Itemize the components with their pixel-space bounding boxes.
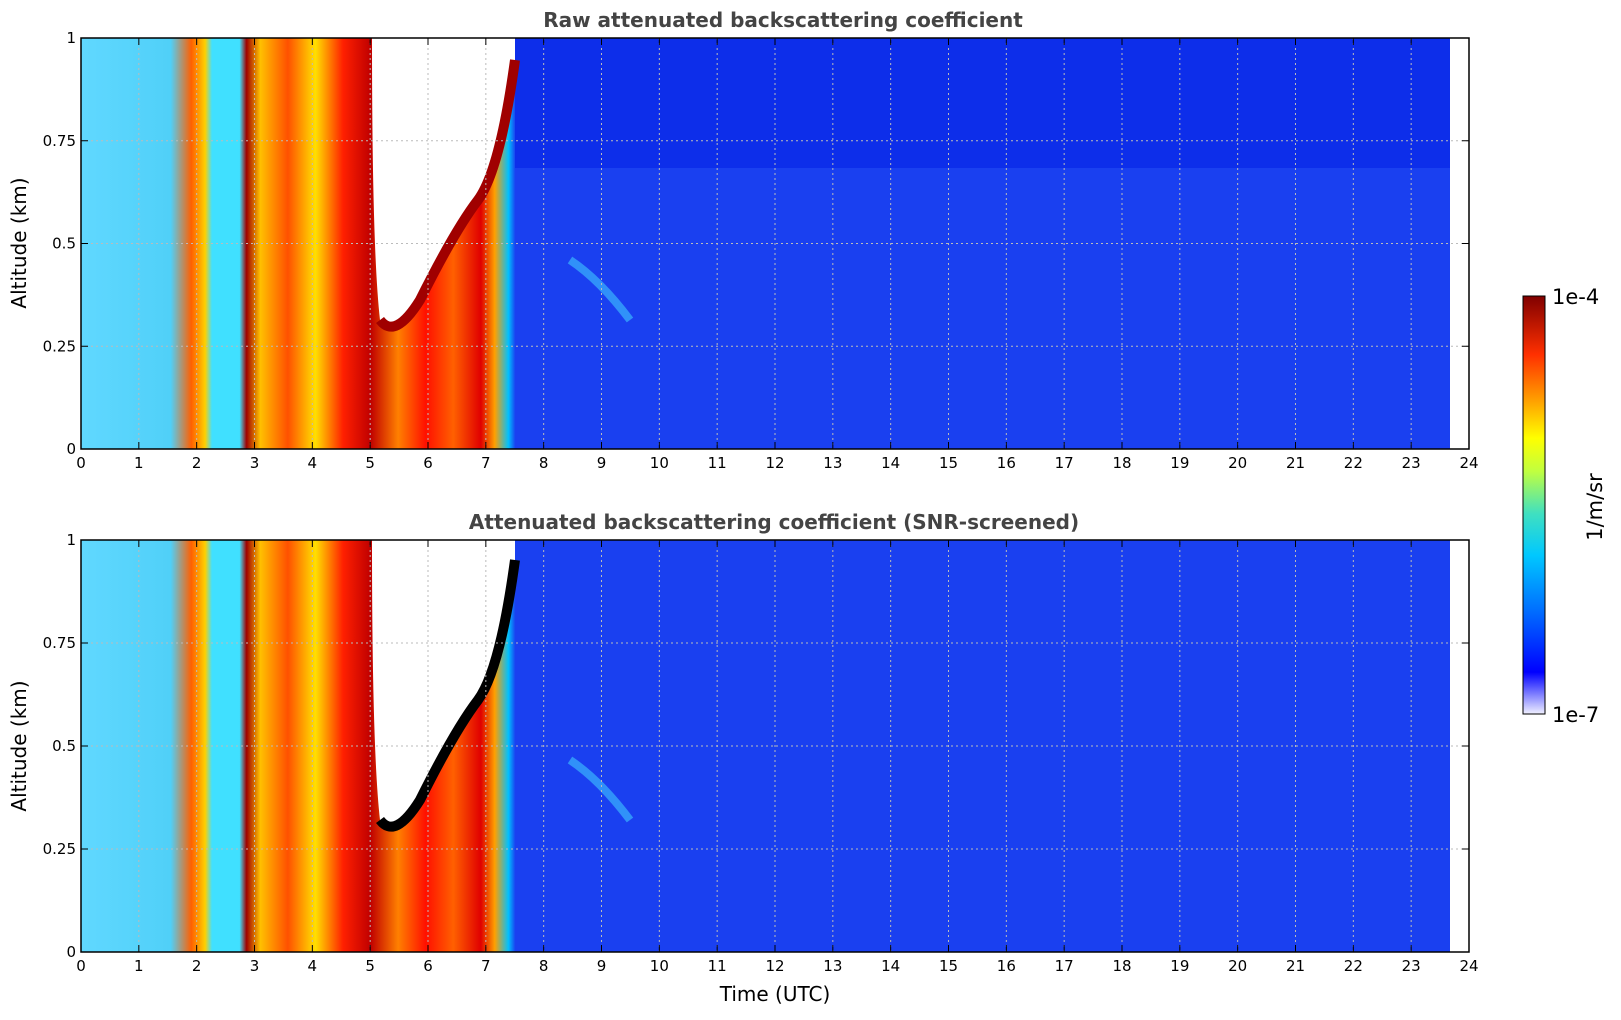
heatmap-screened — [81, 540, 1460, 952]
panel-snr-screened: Attenuated backscattering coefficient (S… — [7, 510, 1479, 1006]
x-tick-label: 12 — [765, 454, 784, 472]
x-tick-label: 4 — [308, 454, 318, 472]
x-axis: 0 1 2 3 4 5 6 7 8 9 10 11 12 13 14 15 16 17 18 19 20 21 22 23 24 — [76, 38, 1479, 472]
x-tick-label: 6 — [423, 454, 433, 472]
y-tick-label: 0 — [66, 943, 76, 961]
x-tick-label: 17 — [1055, 957, 1074, 975]
x-tick-label: 9 — [597, 454, 607, 472]
x-tick-label: 14 — [881, 957, 900, 975]
colorbar-min-label: 1e-7 — [1552, 703, 1599, 727]
x-tick-label: 0 — [76, 454, 86, 472]
y-axis-label: Altitude (km) — [7, 177, 31, 308]
x-tick-label: 11 — [708, 957, 727, 975]
x-tick-label: 14 — [881, 454, 900, 472]
cloud-base — [376, 559, 520, 832]
x-tick-label: 10 — [650, 454, 669, 472]
colorbar: 1e-4 1e-7 1/m/sr — [1522, 285, 1607, 727]
x-tick-label: 15 — [939, 454, 958, 472]
y-tick-label: 0.25 — [43, 840, 76, 858]
x-axis: 0 1 2 3 4 5 6 7 8 9 10 11 12 13 14 15 16 17 18 19 20 21 22 23 24 — [76, 540, 1479, 975]
y-axis: 0 0.25 0.5 0.75 1 — [43, 29, 1469, 458]
grid — [81, 540, 1469, 952]
x-tick-label: 13 — [823, 454, 842, 472]
x-tick-label: 2 — [192, 454, 202, 472]
x-tick-label: 11 — [708, 454, 727, 472]
x-tick-label: 3 — [250, 454, 260, 472]
panel-raw: Raw attenuated backscattering coefficien… — [7, 8, 1479, 472]
y-tick-label: 0.75 — [43, 634, 76, 652]
x-tick-label: 17 — [1055, 454, 1074, 472]
colorbar-label: 1/m/sr — [1583, 473, 1607, 541]
x-tick-label: 24 — [1459, 454, 1478, 472]
panel-title: Raw attenuated backscattering coefficien… — [543, 8, 1023, 32]
y-tick-label: 0.75 — [43, 132, 76, 150]
x-tick-label: 21 — [1286, 454, 1305, 472]
noisy-upper-region — [515, 38, 1460, 168]
x-tick-label: 18 — [1112, 454, 1131, 472]
heatmap-raw — [81, 38, 1460, 449]
x-tick-label: 20 — [1228, 454, 1247, 472]
y-tick-label: 0.5 — [52, 235, 76, 253]
x-tick-label: 23 — [1402, 454, 1421, 472]
x-tick-label: 22 — [1344, 454, 1363, 472]
x-tick-label: 3 — [250, 957, 260, 975]
x-tick-label: 24 — [1459, 957, 1478, 975]
aerosol-feature — [567, 756, 634, 823]
x-tick-label: 15 — [939, 957, 958, 975]
x-tick-label: 16 — [997, 957, 1016, 975]
saturated-cloud-region — [372, 38, 515, 327]
x-tick-label: 16 — [997, 454, 1016, 472]
x-tick-label: 7 — [481, 957, 491, 975]
x-tick-label: 10 — [650, 957, 669, 975]
x-tick-label: 5 — [365, 957, 375, 975]
x-tick-label: 22 — [1344, 957, 1363, 975]
x-axis-label: Time (UTC) — [719, 982, 831, 1006]
colorbar-max-label: 1e-4 — [1552, 285, 1599, 309]
grid — [81, 38, 1469, 449]
y-tick-label: 0.25 — [43, 337, 76, 355]
x-tick-label: 4 — [308, 957, 318, 975]
y-tick-label: 1 — [66, 531, 76, 549]
x-tick-label: 8 — [539, 957, 549, 975]
x-tick-label: 8 — [539, 454, 549, 472]
x-tick-label: 2 — [192, 957, 202, 975]
x-tick-label: 19 — [1170, 454, 1189, 472]
y-tick-label: 0 — [66, 440, 76, 458]
x-tick-label: 12 — [765, 957, 784, 975]
no-data-region — [1450, 38, 1460, 449]
panel-title: Attenuated backscattering coefficient (S… — [469, 510, 1079, 534]
saturated-cloud-region — [372, 540, 515, 827]
x-tick-label: 9 — [597, 957, 607, 975]
x-tick-label: 1 — [134, 454, 144, 472]
x-tick-label: 13 — [823, 957, 842, 975]
x-tick-label: 20 — [1228, 957, 1247, 975]
no-data-region — [1450, 540, 1460, 952]
x-tick-label: 7 — [481, 454, 491, 472]
heatmap-field — [81, 540, 1460, 952]
aerosol-feature — [567, 256, 634, 323]
x-tick-label: 21 — [1286, 957, 1305, 975]
x-tick-label: 1 — [134, 957, 144, 975]
y-axis-label: Altitude (km) — [7, 680, 31, 811]
x-tick-label: 0 — [76, 957, 86, 975]
x-tick-label: 6 — [423, 957, 433, 975]
colorbar-scale — [1522, 295, 1546, 715]
cloud-base — [376, 59, 520, 332]
x-tick-label: 23 — [1402, 957, 1421, 975]
y-axis: 0 0.25 0.5 0.75 1 — [43, 531, 1469, 961]
y-tick-label: 1 — [66, 29, 76, 47]
y-tick-label: 0.5 — [52, 737, 76, 755]
x-tick-label: 19 — [1170, 957, 1189, 975]
x-tick-label: 18 — [1112, 957, 1131, 975]
x-tick-label: 5 — [365, 454, 375, 472]
